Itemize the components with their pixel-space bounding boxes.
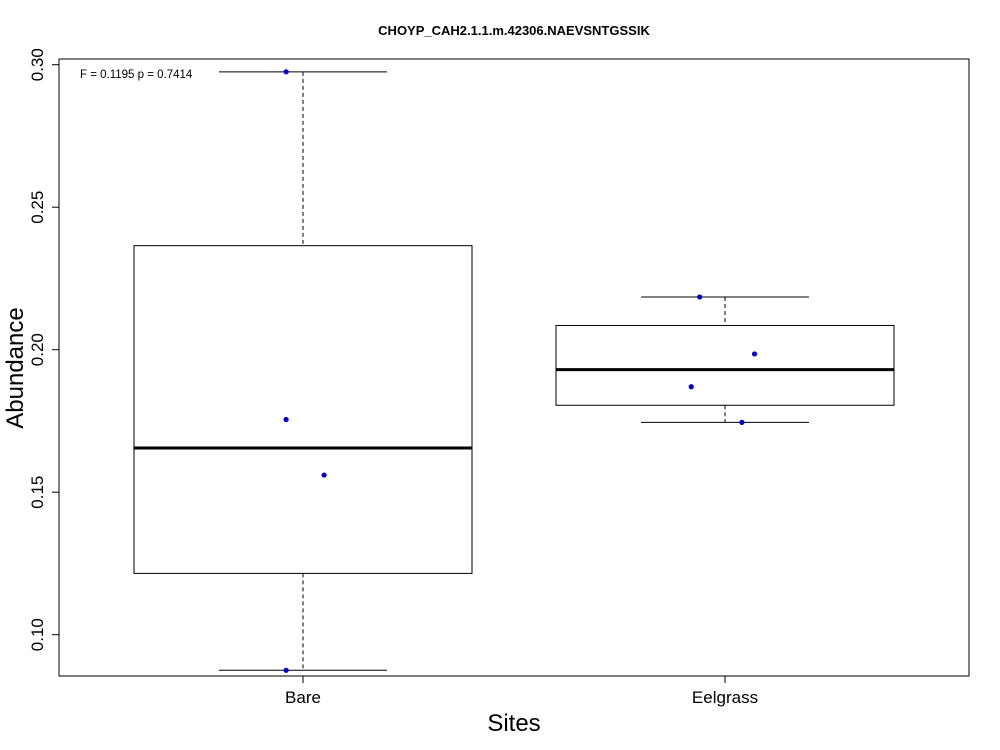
data-point-eelgrass: [751, 351, 758, 357]
chart-title: CHOYP_CAH2.1.1.m.42306.NAEVSNTGSSIK: [378, 23, 650, 38]
data-point-eelgrass: [739, 419, 745, 425]
stats-annotation: F = 0.1195 p = 0.7414: [80, 69, 193, 81]
data-point-bare: [321, 472, 327, 478]
y-tick-label: 0.25: [28, 191, 47, 224]
box-bare: [133, 71, 473, 671]
data-point-bare: [283, 69, 289, 75]
data-point-eelgrass: [697, 294, 703, 300]
y-tick-label: 0.30: [28, 48, 47, 81]
plot-frame: [58, 58, 970, 677]
data-point-bare: [283, 416, 289, 423]
x-tick-label-eelgrass: Eelgrass: [692, 688, 758, 707]
x-axis-title: Sites: [487, 710, 540, 737]
x-tick-label-bare: Bare: [285, 688, 321, 707]
x-axis: Bare Eelgrass: [285, 675, 758, 707]
boxes-layer: [133, 71, 895, 671]
data-point-eelgrass: [688, 384, 694, 390]
data-point-bare: [283, 667, 289, 673]
y-tick-label: 0.15: [28, 476, 47, 509]
iqr-box: [555, 324, 895, 406]
y-tick-label: 0.10: [28, 618, 47, 651]
box-eelgrass: [555, 296, 895, 423]
iqr-box: [133, 245, 473, 574]
y-tick-label: 0.20: [28, 333, 47, 366]
points-layer: [283, 69, 758, 673]
y-axis-title: Abundance: [2, 307, 29, 428]
y-axis: 0.10 0.15 0.20 0.25 0.30: [28, 48, 60, 651]
